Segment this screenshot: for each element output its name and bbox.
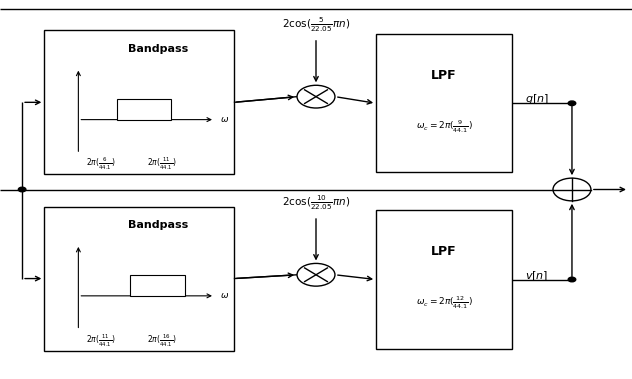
Text: LPF: LPF bbox=[431, 69, 457, 82]
Text: $g[n]$: $g[n]$ bbox=[525, 92, 549, 106]
Circle shape bbox=[553, 178, 591, 201]
Bar bbox=[116, 99, 171, 120]
Text: $\omega$: $\omega$ bbox=[220, 115, 229, 124]
Text: $2\pi(\frac{11}{44.1})$: $2\pi(\frac{11}{44.1})$ bbox=[147, 156, 176, 172]
Bar bbox=[44, 30, 234, 174]
Circle shape bbox=[568, 277, 576, 282]
Text: Bandpass: Bandpass bbox=[128, 44, 188, 54]
Bar bbox=[44, 207, 234, 351]
Text: $\omega_c = 2\pi(\frac{12}{44.1})$: $\omega_c = 2\pi(\frac{12}{44.1})$ bbox=[416, 295, 472, 311]
Text: $2\pi(\frac{6}{44.1})$: $2\pi(\frac{6}{44.1})$ bbox=[87, 156, 116, 172]
Text: $2\cos(\frac{10}{22.05}\pi n)$: $2\cos(\frac{10}{22.05}\pi n)$ bbox=[282, 194, 350, 212]
Circle shape bbox=[297, 85, 335, 108]
Bar bbox=[376, 210, 512, 349]
Circle shape bbox=[568, 101, 576, 105]
Text: $2\pi(\frac{16}{44.1})$: $2\pi(\frac{16}{44.1})$ bbox=[147, 332, 176, 349]
Text: LPF: LPF bbox=[431, 245, 457, 258]
Text: $\omega$: $\omega$ bbox=[220, 291, 229, 300]
Bar bbox=[376, 34, 512, 172]
Text: $\omega_c = 2\pi(\frac{9}{44.1})$: $\omega_c = 2\pi(\frac{9}{44.1})$ bbox=[416, 119, 472, 135]
Text: $2\cos(\frac{5}{22.05}\pi n)$: $2\cos(\frac{5}{22.05}\pi n)$ bbox=[282, 16, 350, 34]
Text: $2\pi(\frac{11}{44.1})$: $2\pi(\frac{11}{44.1})$ bbox=[87, 332, 116, 349]
Bar bbox=[130, 275, 185, 296]
Circle shape bbox=[297, 263, 335, 286]
Text: $v[n]$: $v[n]$ bbox=[525, 269, 548, 283]
Text: Bandpass: Bandpass bbox=[128, 220, 188, 230]
Circle shape bbox=[18, 187, 26, 192]
